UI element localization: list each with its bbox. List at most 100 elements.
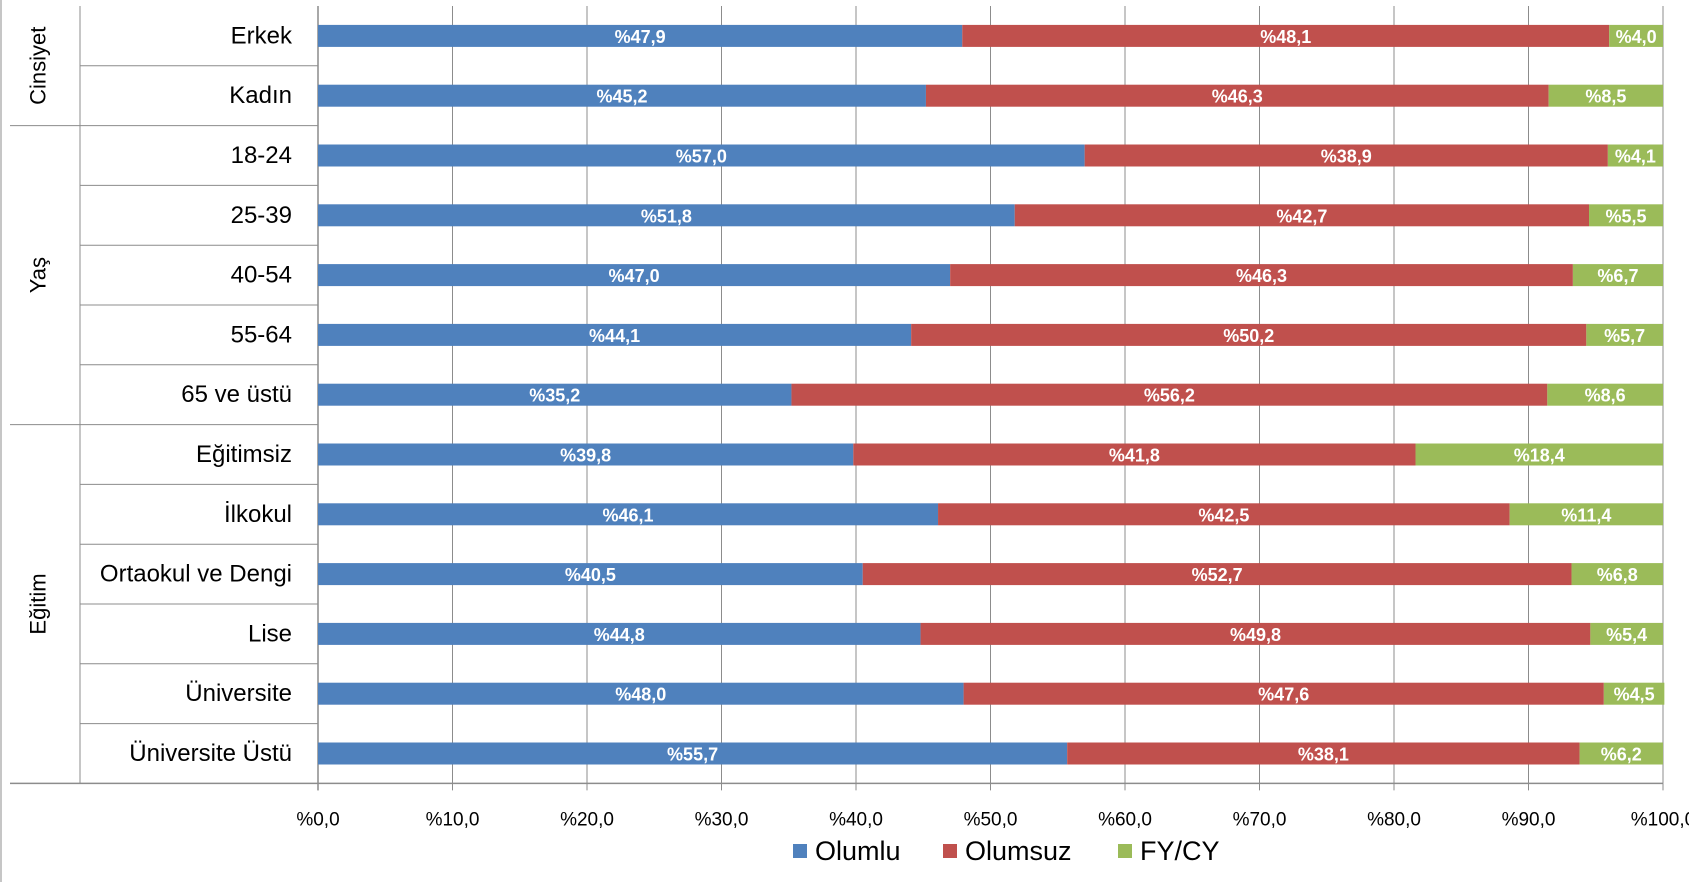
bar-olumsuz-6: [791, 383, 1548, 406]
bar-olumsuz-1: [925, 84, 1549, 107]
data-labels: %47,9 %48,1 %4,0 %45,2 %46,3 %8,5 %57,0 %38,9 %4…: [529, 27, 1656, 765]
bar-olumlu-12: [318, 742, 1068, 765]
bar-olumsuz-2: [1084, 144, 1608, 167]
data-label-olumlu-5: %44,1: [589, 326, 640, 346]
bar-olumlu-8: [318, 503, 939, 526]
category-label-0: Erkek: [231, 22, 293, 49]
bar-fy-cy-8: [1509, 503, 1663, 526]
bar-olumlu-4: [318, 264, 951, 287]
x-tick-label-7: %70,0: [1233, 809, 1287, 830]
category-label-7: Eğitimsiz: [196, 441, 292, 468]
data-label-fy-cy-2: %4,1: [1615, 147, 1656, 167]
data-label-fy-cy-7: %18,4: [1514, 446, 1565, 466]
legend-label-olumsuz: Olumsuz: [965, 836, 1072, 866]
x-tick-label-1: %10,0: [426, 809, 480, 830]
bar-fy-cy-1: [1548, 84, 1663, 107]
group-label-0: Cinsiyet: [26, 27, 51, 105]
group-labels: Cinsiyet Yaş Eğitim: [26, 27, 51, 635]
category-label-2: 18-24: [231, 142, 292, 169]
data-label-olumsuz-4: %46,3: [1236, 266, 1287, 286]
data-label-olumlu-8: %46,1: [602, 505, 653, 525]
data-label-fy-cy-11: %4,5: [1614, 685, 1655, 705]
bar-olumsuz-8: [938, 503, 1510, 526]
bar-olumlu-0: [318, 24, 963, 47]
legend-swatch-olumsuz: [943, 844, 957, 858]
x-tick-label-4: %40,0: [829, 809, 883, 830]
data-label-olumlu-6: %35,2: [529, 386, 580, 406]
bar-olumlu-9: [318, 563, 863, 586]
x-tick-label-0: %0,0: [296, 809, 339, 830]
data-label-fy-cy-8: %11,4: [1561, 505, 1611, 525]
data-label-fy-cy-10: %5,4: [1606, 625, 1647, 645]
bar-olumlu-7: [318, 443, 854, 466]
x-tick-label-8: %80,0: [1367, 809, 1421, 830]
legend-swatch-olumlu: [793, 844, 807, 858]
bar-olumsuz-5: [911, 323, 1587, 346]
bar-fy-cy-7: [1415, 443, 1663, 466]
data-label-olumsuz-2: %38,9: [1321, 147, 1372, 167]
data-label-olumsuz-5: %50,2: [1223, 326, 1274, 346]
x-tick-label-5: %50,0: [964, 809, 1018, 830]
group-label-1: Yaş: [26, 257, 51, 293]
bar-olumsuz-0: [962, 24, 1610, 47]
category-label-1: Kadın: [229, 82, 292, 109]
data-label-olumsuz-12: %38,1: [1298, 745, 1349, 765]
legend-swatch-fy-cy: [1118, 844, 1132, 858]
data-label-fy-cy-5: %5,7: [1604, 326, 1645, 346]
bar-fy-cy-3: [1589, 204, 1663, 227]
x-tick-label-2: %20,0: [560, 809, 614, 830]
data-label-olumlu-4: %47,0: [609, 266, 660, 286]
data-label-olumlu-3: %51,8: [641, 206, 692, 226]
category-labels: Erkek Kadın 18-24 25-39 40-54 55-64 65 ve üstü…: [100, 22, 293, 767]
data-label-fy-cy-4: %6,7: [1597, 266, 1638, 286]
category-label-3: 25-39: [231, 202, 292, 229]
data-label-olumsuz-10: %49,8: [1230, 625, 1281, 645]
bar-olumsuz-7: [853, 443, 1416, 466]
bar-olumsuz-4: [950, 264, 1573, 287]
x-tick-label-9: %90,0: [1502, 809, 1556, 830]
bar-fy-cy-2: [1607, 144, 1663, 167]
bar-olumlu-11: [318, 682, 964, 705]
bar-fy-cy-0: [1609, 24, 1663, 47]
x-tick-label-6: %60,0: [1098, 809, 1152, 830]
x-tick-label-3: %30,0: [695, 809, 749, 830]
group-label-2: Eğitim: [26, 573, 51, 634]
bar-fy-cy-12: [1579, 742, 1663, 765]
data-label-olumsuz-6: %56,2: [1144, 386, 1195, 406]
data-label-fy-cy-0: %4,0: [1616, 27, 1657, 47]
data-label-olumlu-0: %47,9: [615, 27, 666, 47]
data-label-olumsuz-3: %42,7: [1276, 206, 1327, 226]
category-label-6: 65 ve üstü: [181, 381, 292, 408]
x-tick-label-10: %100,0: [1631, 809, 1689, 830]
category-label-9: Ortaokul ve Dengi: [100, 561, 292, 588]
bar-fy-cy-4: [1572, 264, 1663, 287]
data-label-fy-cy-6: %8,6: [1585, 386, 1626, 406]
bar-olumlu-1: [318, 84, 926, 107]
legend-label-fy-cy: FY/CY: [1140, 836, 1220, 866]
data-label-olumlu-1: %45,2: [596, 87, 647, 107]
category-axis-structure: [0, 0, 1664, 882]
data-label-olumsuz-0: %48,1: [1260, 27, 1311, 47]
bar-olumsuz-11: [963, 682, 1604, 705]
bar-olumsuz-12: [1067, 742, 1580, 765]
data-label-fy-cy-3: %5,5: [1605, 206, 1646, 226]
category-label-11: Üniversite: [185, 680, 292, 707]
bar-fy-cy-5: [1586, 323, 1663, 346]
bar-fy-cy-9: [1571, 563, 1663, 586]
bars: [318, 24, 1665, 765]
bar-olumsuz-9: [862, 563, 1572, 586]
bar-olumsuz-3: [1014, 204, 1590, 227]
category-label-5: 55-64: [231, 321, 292, 348]
bar-fy-cy-11: [1603, 682, 1665, 705]
data-label-olumlu-9: %40,5: [565, 565, 616, 585]
category-label-10: Lise: [248, 620, 292, 647]
data-label-olumlu-7: %39,8: [560, 446, 611, 466]
data-label-fy-cy-1: %8,5: [1585, 87, 1626, 107]
data-label-olumsuz-9: %52,7: [1192, 565, 1243, 585]
bar-olumlu-10: [318, 622, 921, 645]
category-label-4: 40-54: [231, 262, 292, 289]
data-label-olumlu-11: %48,0: [615, 685, 666, 705]
data-label-olumlu-12: %55,7: [667, 745, 718, 765]
data-label-olumsuz-7: %41,8: [1109, 446, 1160, 466]
